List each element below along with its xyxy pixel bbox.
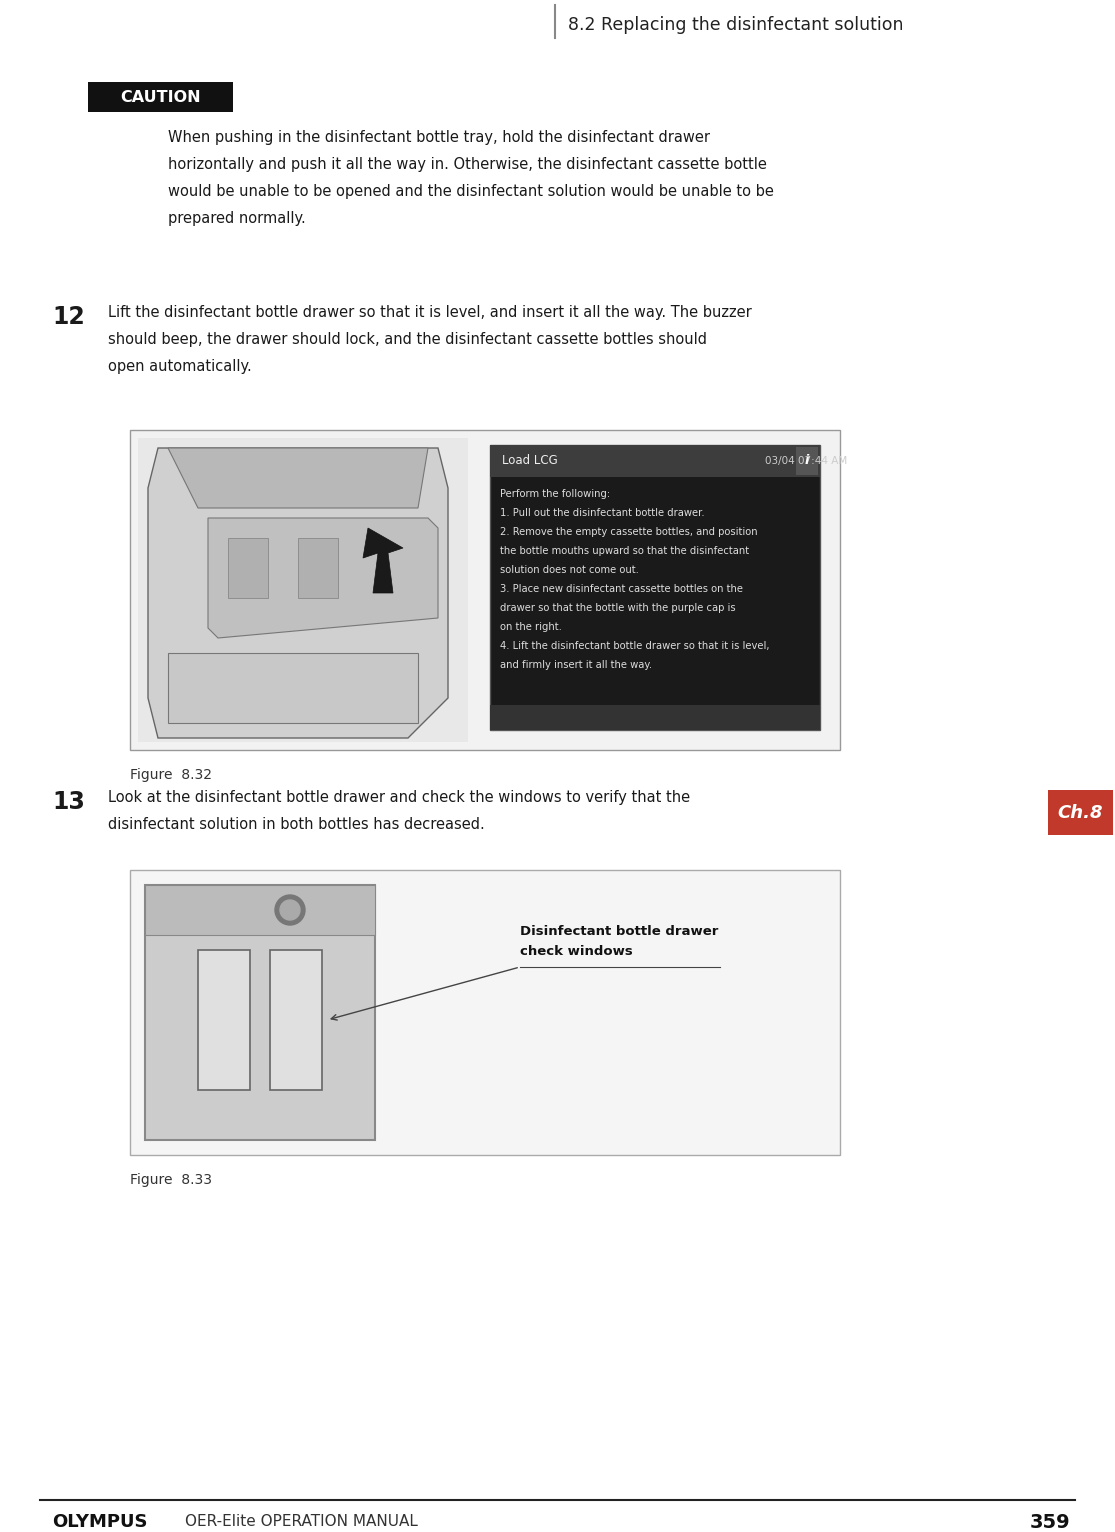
- FancyBboxPatch shape: [1048, 791, 1113, 835]
- Text: 12: 12: [52, 305, 85, 329]
- Text: on the right.: on the right.: [500, 622, 562, 633]
- Text: 13: 13: [52, 791, 85, 813]
- Text: i: i: [805, 455, 809, 467]
- Text: Lift the disinfectant bottle drawer so that it is level, and insert it all the w: Lift the disinfectant bottle drawer so t…: [108, 305, 752, 320]
- Text: the bottle mouths upward so that the disinfectant: the bottle mouths upward so that the dis…: [500, 545, 749, 556]
- Circle shape: [275, 895, 306, 925]
- Polygon shape: [148, 447, 448, 738]
- Text: 8.2 Replacing the disinfectant solution: 8.2 Replacing the disinfectant solution: [568, 15, 903, 34]
- FancyBboxPatch shape: [145, 885, 375, 1140]
- Text: check windows: check windows: [520, 945, 632, 958]
- Text: should beep, the drawer should lock, and the disinfectant cassette bottles shoul: should beep, the drawer should lock, and…: [108, 332, 707, 348]
- Text: would be unable to be opened and the disinfectant solution would be unable to be: would be unable to be opened and the dis…: [168, 184, 774, 199]
- Polygon shape: [209, 518, 438, 637]
- Text: Figure  8.33: Figure 8.33: [130, 1174, 212, 1187]
- Text: Look at the disinfectant bottle drawer and check the windows to verify that the: Look at the disinfectant bottle drawer a…: [108, 791, 690, 804]
- FancyBboxPatch shape: [88, 83, 233, 112]
- Text: open automatically.: open automatically.: [108, 358, 252, 374]
- Text: OER-Elite OPERATION MANUAL: OER-Elite OPERATION MANUAL: [185, 1515, 418, 1529]
- Text: disinfectant solution in both bottles has decreased.: disinfectant solution in both bottles ha…: [108, 817, 485, 832]
- Text: CAUTION: CAUTION: [120, 89, 201, 104]
- Text: solution does not come out.: solution does not come out.: [500, 565, 639, 574]
- FancyBboxPatch shape: [145, 885, 375, 935]
- Text: and firmly insert it all the way.: and firmly insert it all the way.: [500, 660, 652, 669]
- Text: 03/04 07:44 AM: 03/04 07:44 AM: [765, 457, 847, 466]
- Text: OLYMPUS: OLYMPUS: [52, 1514, 147, 1530]
- Text: 1. Pull out the disinfectant bottle drawer.: 1. Pull out the disinfectant bottle draw…: [500, 509, 705, 518]
- Text: 2. Remove the empty cassette bottles, and position: 2. Remove the empty cassette bottles, an…: [500, 527, 757, 538]
- Text: Perform the following:: Perform the following:: [500, 489, 610, 499]
- FancyBboxPatch shape: [270, 950, 322, 1089]
- FancyBboxPatch shape: [489, 444, 820, 476]
- Text: horizontally and push it all the way in. Otherwise, the disinfectant cassette bo: horizontally and push it all the way in.…: [168, 156, 767, 172]
- FancyBboxPatch shape: [796, 447, 818, 475]
- FancyBboxPatch shape: [489, 444, 820, 731]
- Polygon shape: [363, 529, 403, 593]
- Text: drawer so that the bottle with the purple cap is: drawer so that the bottle with the purpl…: [500, 604, 736, 613]
- Text: 3. Place new disinfectant cassette bottles on the: 3. Place new disinfectant cassette bottl…: [500, 584, 743, 594]
- Text: Load LCG: Load LCG: [502, 455, 558, 467]
- FancyBboxPatch shape: [138, 438, 468, 741]
- Text: 4. Lift the disinfectant bottle drawer so that it is level,: 4. Lift the disinfectant bottle drawer s…: [500, 640, 769, 651]
- FancyBboxPatch shape: [130, 870, 840, 1155]
- FancyBboxPatch shape: [298, 538, 338, 597]
- Text: prepared normally.: prepared normally.: [168, 211, 306, 227]
- FancyBboxPatch shape: [168, 653, 418, 723]
- Circle shape: [280, 899, 300, 921]
- Polygon shape: [168, 447, 428, 509]
- Text: Ch.8: Ch.8: [1058, 803, 1103, 821]
- Text: When pushing in the disinfectant bottle tray, hold the disinfectant drawer: When pushing in the disinfectant bottle …: [168, 130, 710, 146]
- FancyBboxPatch shape: [130, 430, 840, 751]
- FancyBboxPatch shape: [489, 705, 820, 731]
- FancyBboxPatch shape: [227, 538, 268, 597]
- Text: 359: 359: [1029, 1512, 1070, 1532]
- Text: Figure  8.32: Figure 8.32: [130, 768, 212, 781]
- Text: Disinfectant bottle drawer: Disinfectant bottle drawer: [520, 925, 718, 938]
- FancyBboxPatch shape: [198, 950, 250, 1089]
